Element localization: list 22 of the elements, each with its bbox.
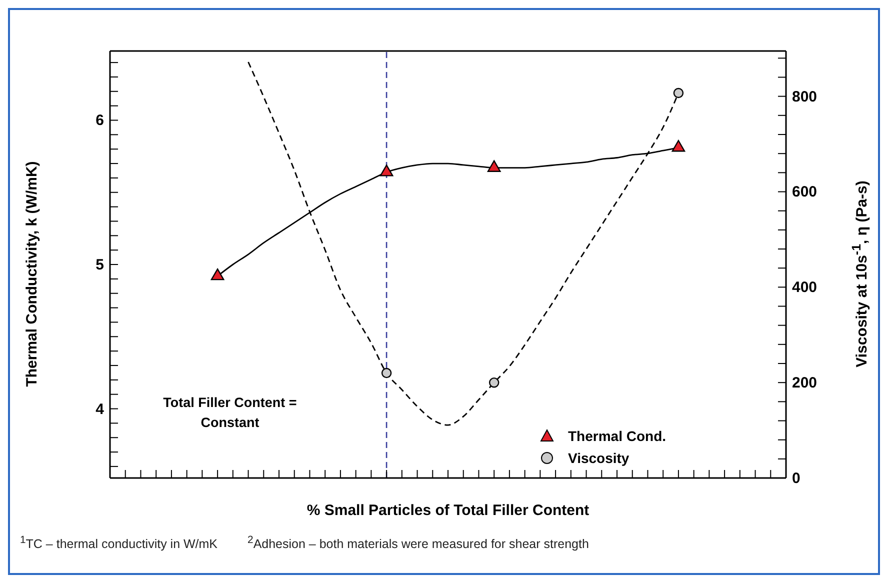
y2-tick-label: 800 (792, 88, 818, 106)
y2-tick-label: 0 (792, 470, 800, 487)
point (672, 140, 686, 152)
annotation: Total Filler Content = Constant (162, 394, 298, 432)
point (488, 377, 500, 388)
point (210, 268, 224, 280)
y-tick-label: 5 (96, 256, 104, 274)
x-axis-title: % Small Particles of Total Filler Content (306, 502, 590, 519)
point (380, 164, 394, 176)
y-tick-label: 4 (96, 400, 105, 418)
text: $^{2}$Adhesion – both materials were measured for shear strength (248, 535, 589, 552)
legend-label: Thermal Cond. (568, 428, 666, 444)
text: $^{1}$TC – thermal conductivity in W/mK (20, 535, 218, 552)
point (673, 88, 684, 98)
y2-tick-label: 400 (792, 279, 818, 296)
point (487, 160, 501, 172)
y2-tick-label: 200 (792, 374, 818, 392)
legend-label: Viscosity (568, 450, 630, 466)
point (381, 368, 392, 378)
y-axis-title: Thermal Conductivity, k (W/mK) (24, 161, 40, 387)
y2-tick-label: 600 (792, 184, 818, 201)
y-tick-label: 6 (96, 112, 104, 130)
